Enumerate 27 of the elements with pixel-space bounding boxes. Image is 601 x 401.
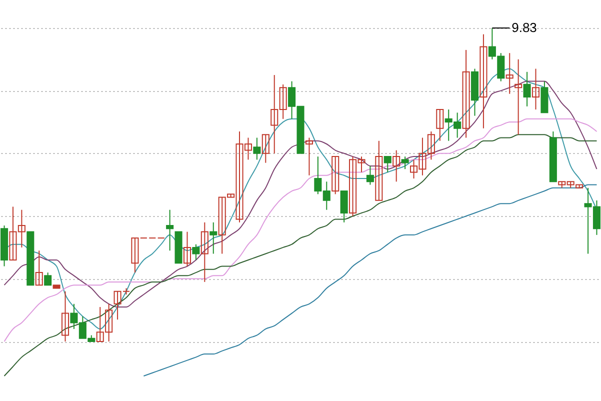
- candlestick: [523, 71, 531, 107]
- candlestick: [192, 244, 200, 260]
- candlestick: [532, 68, 540, 110]
- candlestick: [375, 140, 383, 201]
- candlestick: [210, 222, 218, 254]
- candlestick: [44, 272, 52, 286]
- candlestick: [480, 34, 488, 129]
- candlestick: [131, 238, 139, 274]
- candlestick: [514, 58, 522, 136]
- candlestick: [305, 137, 313, 176]
- candlestick: [253, 137, 261, 160]
- candlestick: [462, 49, 470, 138]
- annotation: 9.83: [512, 20, 537, 35]
- candlestick: [384, 156, 392, 173]
- candlestick: [436, 109, 444, 142]
- candlestick: [166, 209, 174, 252]
- candlestick: [262, 134, 270, 164]
- candlestick: [401, 156, 409, 170]
- candlestick: [200, 222, 208, 282]
- candlestick: [35, 250, 43, 286]
- candlestick: [366, 165, 374, 186]
- candlestick: [340, 190, 348, 223]
- candlestick: [61, 290, 70, 342]
- candlestick: [332, 156, 340, 195]
- candlestick: [183, 231, 191, 267]
- candlestick: [392, 150, 400, 182]
- candlestick: [506, 52, 514, 94]
